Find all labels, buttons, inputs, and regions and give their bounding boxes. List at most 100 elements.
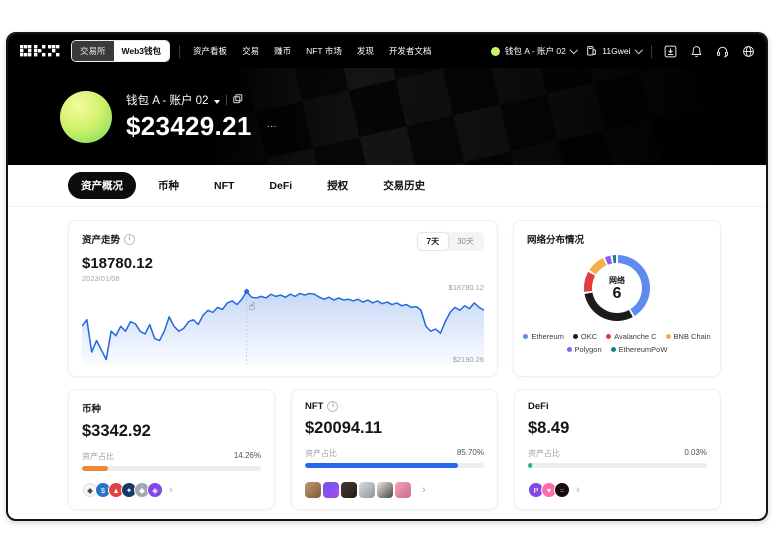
- chevron-down-icon: [634, 46, 643, 54]
- wallet-account-selector[interactable]: 钱包 A - 账户 02: [490, 45, 578, 57]
- mode-toggle: 交易所 Web3钱包: [71, 40, 171, 62]
- tab-approvals[interactable]: 授权: [314, 172, 361, 199]
- token-icon: $: [95, 482, 111, 498]
- okx-logo[interactable]: [20, 45, 60, 57]
- nft-thumbnail: [305, 482, 321, 498]
- hand-cursor-icon: ☝: [248, 300, 256, 313]
- nav-item-trade[interactable]: 交易: [242, 46, 260, 56]
- language-button[interactable]: [740, 43, 756, 59]
- nft-card: NFT i $20094.11 资产占比 85.70% ›: [291, 389, 498, 510]
- token-icon: ◈: [147, 482, 163, 498]
- wallet-selector-label: 钱包 A - 账户 02: [504, 46, 566, 56]
- gas-indicator[interactable]: 11Gwei: [586, 45, 643, 57]
- tab-coins[interactable]: 币种: [145, 172, 192, 199]
- legend-label: EthereumPoW: [618, 345, 668, 354]
- defi-value: $8.49: [528, 419, 570, 437]
- network-distribution-title: 网络分布情况: [527, 235, 585, 246]
- range-7d-button[interactable]: 7天: [417, 233, 449, 250]
- nft-thumbnail: [377, 482, 393, 498]
- divider: [226, 94, 228, 105]
- nav-item-assets-dashboard[interactable]: 资产看板: [193, 46, 228, 56]
- defi-icons-row[interactable]: P ♥ ≈ ›: [528, 476, 707, 498]
- info-icon[interactable]: i: [327, 401, 339, 412]
- trend-hover-value: $18780.12: [82, 255, 153, 272]
- chevron-down-icon: [569, 46, 578, 54]
- legend-item-ethereum: Ethereum: [523, 332, 564, 341]
- chevron-right-icon[interactable]: ›: [422, 484, 426, 496]
- nav-item-dev-docs[interactable]: 开发者文档: [388, 46, 432, 56]
- fuel-icon: [587, 46, 597, 56]
- wallet-dropdown-button[interactable]: [214, 92, 221, 107]
- legend-item-okc: OKC: [572, 332, 597, 341]
- divider: [179, 44, 181, 58]
- copy-address-button[interactable]: [233, 92, 243, 107]
- defi-progress-bar: [528, 463, 707, 468]
- nft-thumbnail: [323, 482, 339, 498]
- nav-item-earn[interactable]: 赚币: [274, 46, 292, 56]
- ratio-value: 85.70%: [456, 448, 484, 457]
- ratio-value: 0.03%: [684, 448, 707, 457]
- nav-right: 钱包 A - 账户 02 11Gwei: [490, 43, 756, 59]
- toggle-web3-wallet[interactable]: Web3钱包: [113, 41, 170, 61]
- main-nav: 资产看板 交易 赚币 NFT 市场 发现 开发者文档: [193, 45, 431, 57]
- range-toggle: 7天 30天: [416, 232, 484, 251]
- nav-item-nft-market[interactable]: NFT 市场: [306, 46, 342, 56]
- nft-card-title: NFT: [305, 401, 324, 412]
- tab-overview[interactable]: 资产概况: [68, 172, 136, 199]
- info-icon[interactable]: i: [124, 233, 136, 245]
- support-button[interactable]: [714, 43, 730, 59]
- legend-label: Avalanche C: [614, 332, 657, 341]
- nft-thumbnail: [341, 482, 357, 498]
- tab-history[interactable]: 交易历史: [370, 172, 438, 199]
- notifications-button[interactable]: [688, 43, 704, 59]
- donut-hole: 网络 6: [592, 263, 642, 313]
- defi-card: DeFi $8.49 资产占比 0.03% P ♥ ≈ ›: [514, 389, 721, 510]
- nft-thumbnail: [395, 482, 411, 498]
- coins-value: $3342.92: [82, 422, 151, 440]
- legend-dot: [523, 334, 529, 339]
- checker-pattern: [197, 68, 766, 165]
- chart-min-label: $2190.26: [452, 355, 484, 364]
- chevron-right-icon[interactable]: ›: [169, 484, 173, 496]
- caret-down-icon: [214, 100, 221, 104]
- trend-line-chart: [82, 287, 484, 365]
- legend-label: Ethereum: [531, 332, 564, 341]
- defi-card-title: DeFi: [528, 401, 549, 412]
- network-count-value: 6: [612, 284, 622, 302]
- nav-item-discover[interactable]: 发现: [356, 46, 374, 56]
- network-distribution-card: 网络分布情况 网络 6 Ethereum OKC Avalanche C B: [513, 220, 721, 377]
- section-tabs: 资产概况 币种 NFT DeFi 授权 交易历史: [8, 165, 766, 207]
- coins-progress-bar: [82, 466, 261, 471]
- network-donut-chart: 网络 6: [584, 255, 650, 321]
- range-30d-button[interactable]: 30天: [448, 233, 483, 250]
- top-nav: 交易所 Web3钱包 资产看板 交易 赚币 NFT 市场 发现 开发者文档 钱包…: [8, 34, 766, 68]
- app-window: 交易所 Web3钱包 资产看板 交易 赚币 NFT 市场 发现 开发者文档 钱包…: [6, 32, 768, 521]
- more-options-button[interactable]: ···: [262, 119, 282, 134]
- wallet-hero: 钱包 A - 账户 02 $23429.21 ···: [8, 68, 766, 165]
- chart-max-label: $18780.12: [448, 283, 484, 292]
- trend-chart[interactable]: $18780.12 $2190.26 ☝: [82, 283, 484, 365]
- coins-card-title: 币种: [82, 404, 102, 415]
- asset-trend-card: 资产走势 i 7天 30天 $18780.12 2023/01/08 $1878…: [68, 220, 498, 377]
- wallet-status-dot: [490, 46, 500, 56]
- legend-item-avalanche: Avalanche C: [606, 332, 657, 341]
- tab-nft[interactable]: NFT: [201, 174, 247, 198]
- toggle-exchange[interactable]: 交易所: [72, 41, 114, 61]
- chevron-right-icon[interactable]: ›: [576, 484, 580, 496]
- download-button[interactable]: [662, 43, 678, 59]
- legend-label: BNB Chain: [673, 332, 711, 341]
- nft-thumbnails-row[interactable]: ›: [305, 476, 484, 498]
- legend-item-polygon: Polygon: [566, 345, 602, 354]
- ratio-label: 资产占比: [305, 449, 337, 458]
- network-legend: Ethereum OKC Avalanche C BNB Chain Polyg…: [523, 332, 711, 354]
- legend-dot: [665, 334, 671, 339]
- trend-hover-date: 2023/01/08: [82, 274, 120, 283]
- legend-dot: [606, 334, 612, 339]
- token-icons-row[interactable]: ◆ $ ▲ ✦ ◆ ◈ ›: [82, 476, 261, 498]
- network-count-label: 网络: [609, 275, 625, 285]
- legend-item-ethereumpow: EthereumPoW: [610, 345, 668, 354]
- tab-defi[interactable]: DeFi: [256, 174, 305, 198]
- legend-label: Polygon: [574, 345, 602, 354]
- wallet-balance: $23429.21: [126, 110, 252, 141]
